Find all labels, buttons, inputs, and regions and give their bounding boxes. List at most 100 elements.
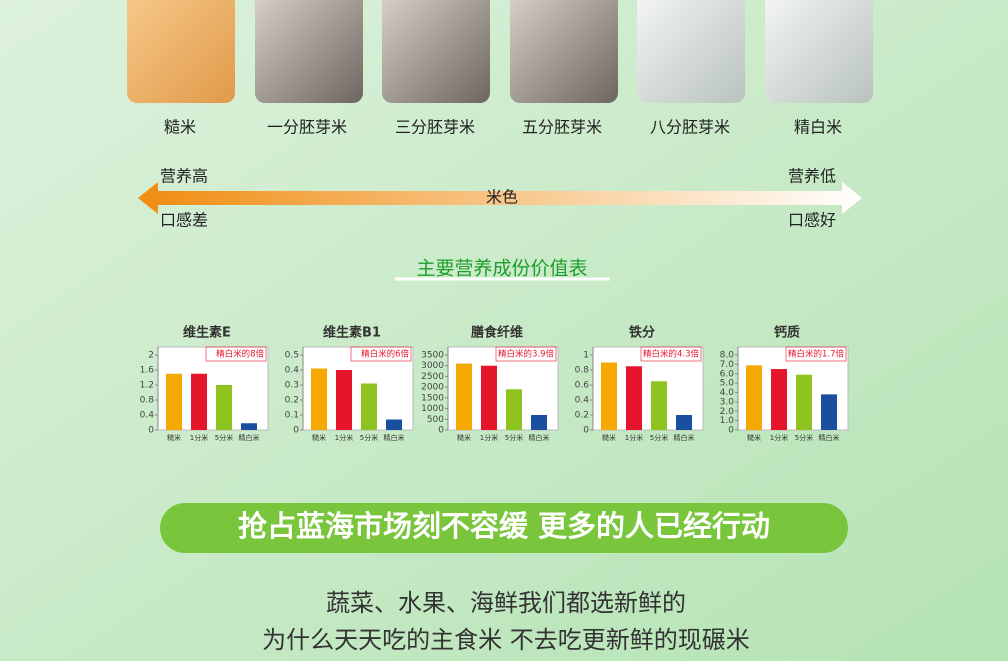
- x-tick-label: 精白米: [239, 433, 260, 442]
- rice-image: [255, 0, 363, 103]
- y-tick-label: 0: [293, 426, 299, 436]
- bar: [771, 369, 787, 430]
- y-tick-label: 5.0: [720, 379, 735, 389]
- x-tick-label: 5分米: [360, 433, 378, 442]
- x-tick-label: 糙米: [457, 433, 471, 442]
- y-tick-label: 0.1: [285, 411, 299, 421]
- x-tick-label: 精白米: [529, 433, 550, 442]
- y-tick-label: 3500: [421, 351, 444, 361]
- rice-image: [637, 0, 745, 103]
- y-tick-label: 2: [148, 351, 154, 361]
- rice-label: 糙米: [164, 118, 196, 137]
- x-tick-label: 5分米: [215, 433, 233, 442]
- y-tick-label: 0.4: [140, 411, 155, 421]
- bar: [456, 363, 472, 430]
- y-tick-label: 1000: [421, 404, 444, 414]
- y-tick-label: 1: [583, 351, 589, 361]
- y-tick-label: 0.4: [285, 366, 300, 376]
- rice-label: 精白米: [794, 118, 842, 137]
- y-tick-label: 0.5: [285, 351, 299, 361]
- bar: [531, 415, 547, 430]
- bar: [626, 366, 642, 430]
- bar: [361, 383, 377, 430]
- x-tick-label: 1分米: [190, 433, 208, 442]
- rice-image: [382, 0, 490, 103]
- scale-arrow: [138, 182, 862, 214]
- chart-title: 钙质: [774, 325, 800, 341]
- x-tick-label: 糙米: [747, 433, 761, 442]
- x-tick-label: 精白米: [384, 433, 405, 442]
- rice-image: [765, 0, 873, 103]
- bar: [166, 373, 182, 430]
- scale-label: 口感差: [160, 211, 208, 230]
- bar: [481, 365, 497, 430]
- y-tick-label: 1500: [421, 393, 444, 403]
- y-tick-label: 0.2: [575, 411, 589, 421]
- y-tick-label: 0.6: [575, 381, 590, 391]
- y-tick-label: 0.8: [140, 396, 155, 406]
- y-tick-label: 1.0: [720, 416, 735, 426]
- chart-title: 铁分: [628, 325, 655, 341]
- scale-label: 营养低: [788, 167, 836, 186]
- table-title: 主要营养成份价值表: [416, 258, 587, 280]
- bar: [676, 415, 692, 430]
- x-tick-label: 1分米: [770, 433, 788, 442]
- chart-title: 维生素E: [183, 325, 231, 341]
- scale-label: 米色: [486, 188, 518, 207]
- bar: [506, 389, 522, 430]
- y-tick-label: 0: [583, 426, 589, 436]
- bar: [241, 423, 257, 430]
- annotation: 精白米的4.3倍: [643, 349, 700, 360]
- x-tick-label: 1分米: [335, 433, 353, 442]
- rice-label: 一分胚芽米: [267, 118, 347, 137]
- annotation-box: [785, 346, 847, 362]
- chart-title: 维生素B1: [323, 325, 381, 341]
- x-tick-label: 糙米: [312, 433, 326, 442]
- bar: [651, 381, 667, 430]
- rice-image: [510, 0, 618, 103]
- y-tick-label: 7.0: [720, 360, 735, 370]
- y-tick-label: 500: [427, 415, 444, 425]
- rice-label: 三分胚芽米: [395, 118, 475, 137]
- scale-label: 口感好: [788, 211, 836, 230]
- y-tick-label: 6.0: [720, 369, 735, 379]
- x-tick-label: 1分米: [625, 433, 643, 442]
- bar: [216, 385, 232, 430]
- footer-line: 为什么天天吃的主食米 不去吃更新鲜的现碾米: [262, 626, 750, 654]
- y-tick-label: 8.0: [720, 351, 735, 361]
- footer-line: 蔬菜、水果、海鲜我们都选新鲜的: [326, 589, 686, 617]
- rice-label: 八分胚芽米: [650, 118, 730, 137]
- annotation-box: [350, 346, 412, 362]
- y-tick-label: 0.2: [285, 396, 299, 406]
- bar: [821, 394, 837, 430]
- x-tick-label: 精白米: [674, 433, 695, 442]
- y-tick-label: 0.4: [575, 396, 590, 406]
- y-tick-label: 0.8: [575, 366, 590, 376]
- y-tick-label: 4.0: [720, 388, 735, 398]
- x-tick-label: 精白米: [819, 433, 840, 442]
- y-tick-label: 0.3: [285, 381, 299, 391]
- y-tick-label: 2000: [421, 383, 444, 393]
- banner-text: 抢占蓝海市场刻不容缓 更多的人已经行动: [238, 509, 770, 543]
- bar: [796, 374, 812, 430]
- annotation: 精白米的8倍: [216, 349, 264, 360]
- y-tick-label: 2500: [421, 372, 444, 382]
- x-tick-label: 1分米: [480, 433, 498, 442]
- x-tick-label: 糙米: [167, 433, 181, 442]
- annotation-box: [495, 346, 557, 362]
- bar: [336, 370, 352, 430]
- y-tick-label: 2.0: [720, 407, 735, 417]
- scale-label: 营养高: [160, 167, 208, 186]
- annotation: 精白米的3.9倍: [498, 349, 555, 360]
- rice-label: 五分胚芽米: [522, 118, 602, 137]
- bar: [191, 373, 207, 430]
- x-tick-label: 5分米: [505, 433, 523, 442]
- bar: [386, 419, 402, 430]
- bar: [311, 368, 327, 430]
- rice-image: [127, 0, 235, 103]
- annotation-box: [205, 346, 267, 362]
- y-tick-label: 0: [438, 426, 444, 436]
- x-tick-label: 5分米: [795, 433, 813, 442]
